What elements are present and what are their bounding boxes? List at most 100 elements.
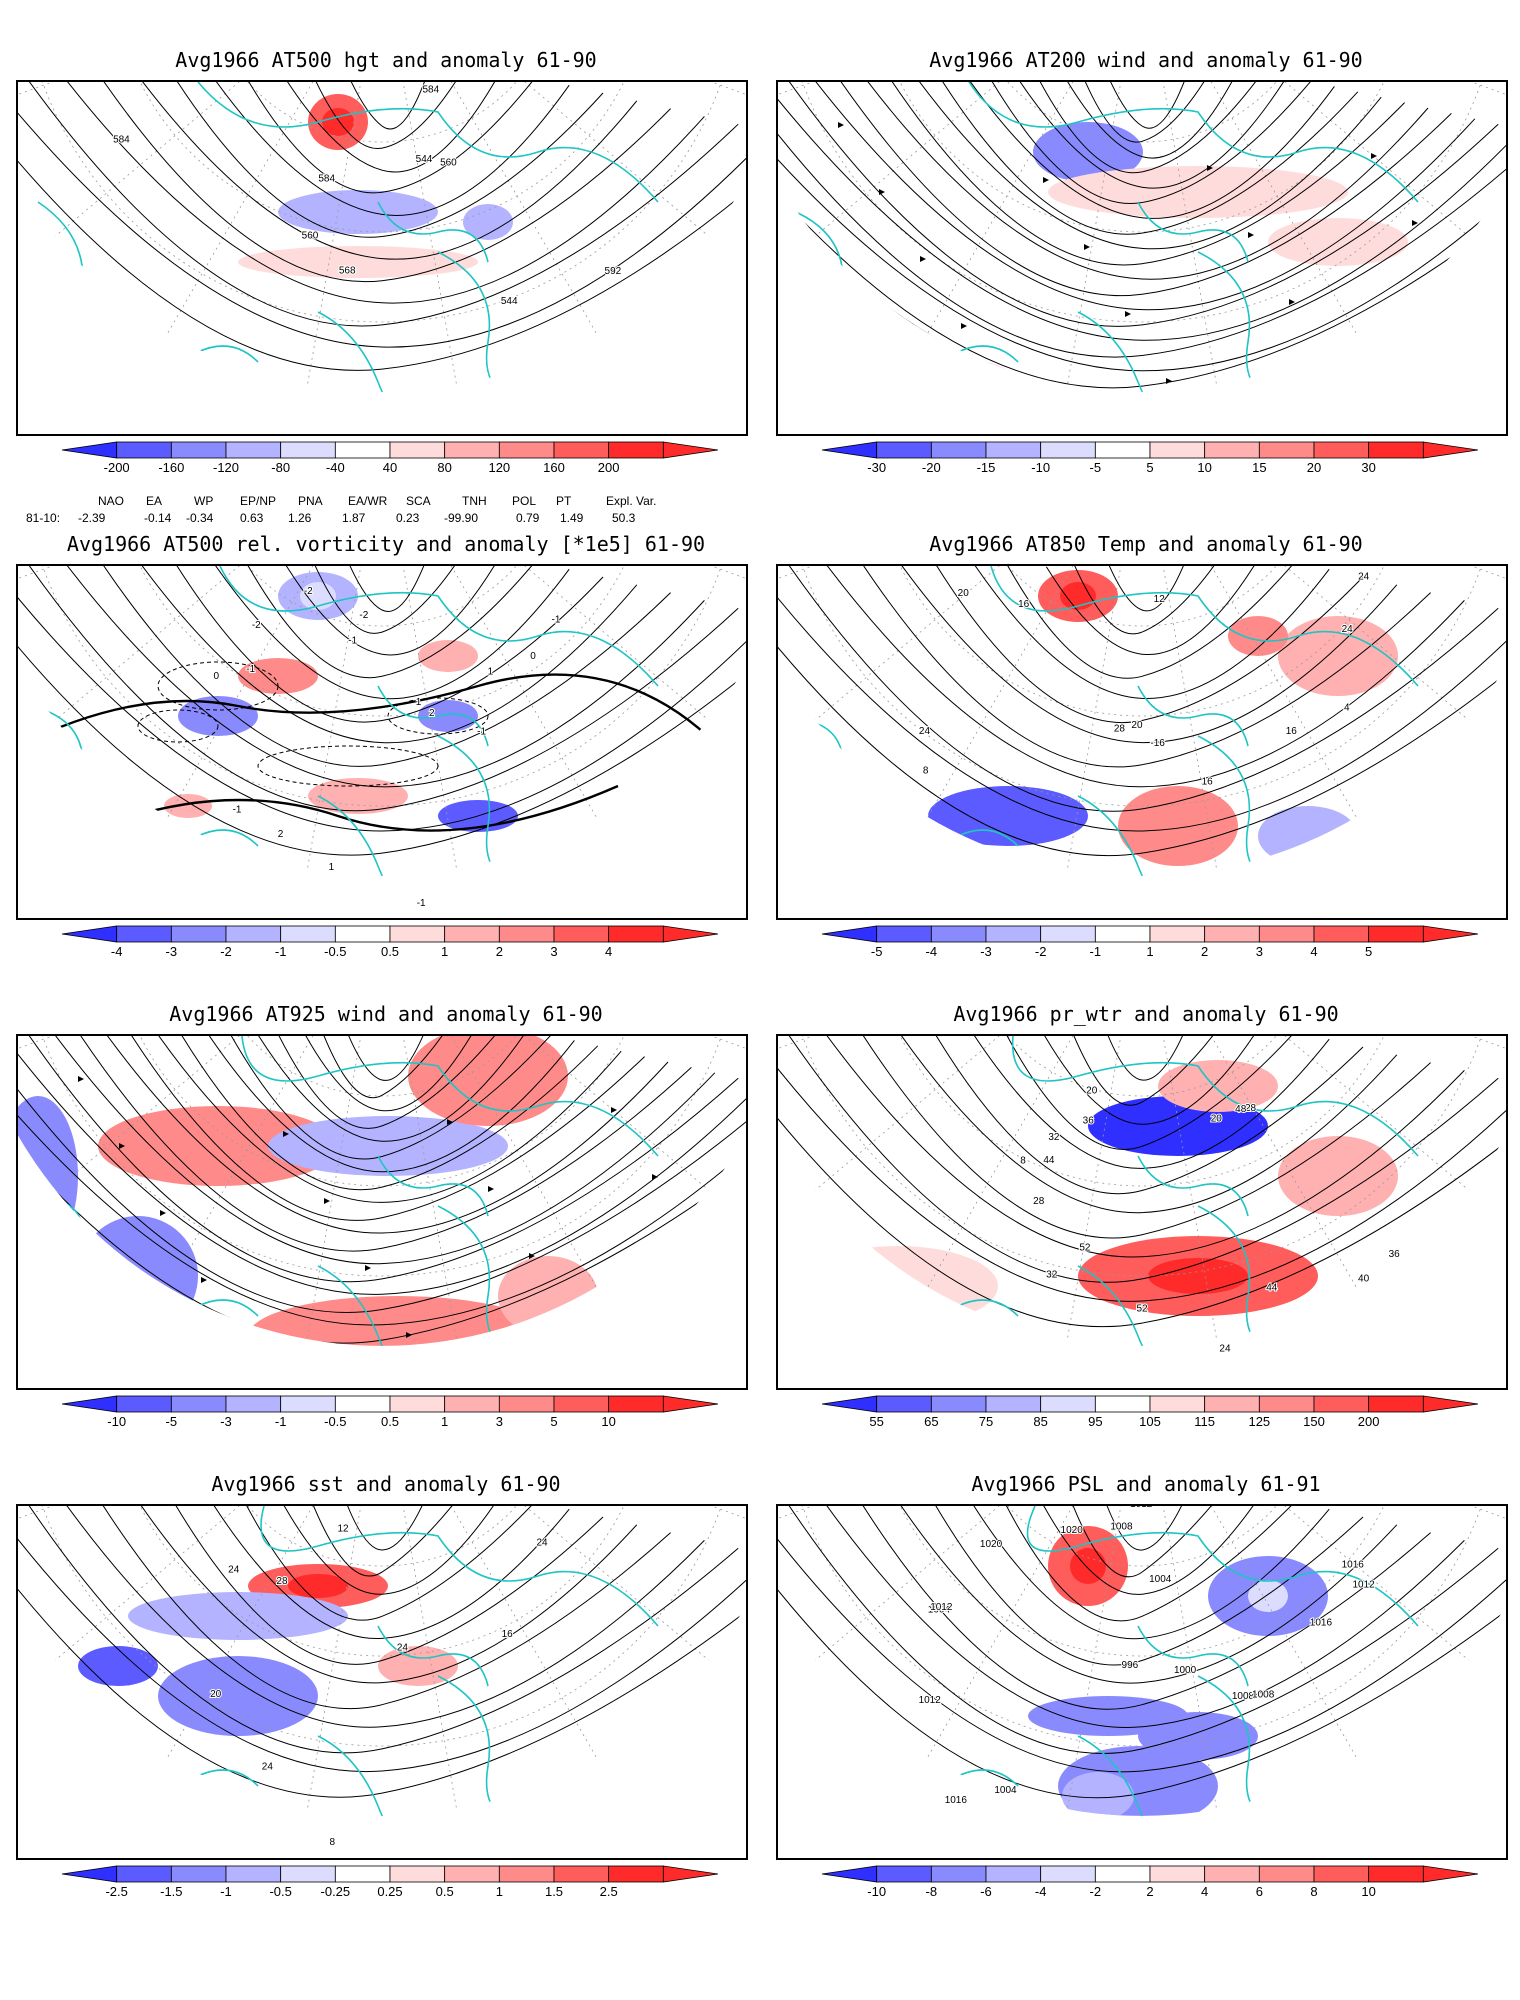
colorbar-tick-label: -6: [980, 1884, 992, 1899]
colorbar-tick-label: -3: [165, 944, 178, 959]
anomaly-shading: [1070, 1548, 1106, 1584]
index-value: -99.90: [444, 511, 479, 525]
index-value: 0.79: [516, 511, 540, 525]
contour-label: 24: [919, 726, 931, 737]
contour-label: 1: [329, 862, 335, 873]
index-header: NAO: [98, 494, 125, 508]
colorbar-tick-label: -5: [165, 1414, 178, 1429]
contour-label: -1: [348, 635, 357, 646]
colorbar-tick-label: 4: [605, 944, 613, 959]
colorbar-tick-label: 5: [1365, 944, 1373, 959]
contour-label: 584: [113, 135, 130, 146]
contour-label: -1: [417, 898, 426, 909]
anomaly-shading: [238, 246, 478, 278]
graticule: [18, 82, 746, 392]
map-plot: 24288121620282428242428: [16, 1504, 748, 1860]
colorbar-tick-label: -120: [212, 460, 240, 475]
index-header: SCA: [406, 494, 431, 508]
colorbar-tick-label: 160: [543, 460, 565, 475]
contour-label: 0: [1043, 566, 1049, 569]
index-value: -2.39: [78, 511, 106, 525]
contour-label: 1012: [919, 1695, 942, 1706]
colorbar-tick-label: 120: [488, 460, 511, 475]
colorbar-labels: -10 -5 -3 -1 -0.5 0.5 1 3 5 10: [62, 1414, 718, 1430]
contour-label: 20: [1086, 1086, 1098, 1097]
anomaly-shading: [498, 1256, 598, 1336]
colorbar-tick-label: -15: [976, 460, 996, 475]
colorbar-tick-label: -1: [274, 944, 287, 959]
colorbar-tick-label: -2: [1089, 1884, 1102, 1899]
anomaly-shading: [164, 794, 212, 818]
colorbar-tick-label: 8: [1310, 1884, 1318, 1899]
colorbar: [821, 1865, 1479, 1883]
colorbar-tick-label: -20: [921, 460, 941, 475]
colorbar-tick-label: 3: [495, 1414, 503, 1429]
colorbar-tick-label: -10: [107, 1414, 127, 1429]
anomaly-shading: [1228, 616, 1288, 656]
anomaly-shading: [268, 1116, 508, 1176]
colorbar-tick-label: 15: [1252, 460, 1267, 475]
colorbar-tick-label: -3: [980, 944, 992, 959]
contour-label: 24: [1342, 624, 1354, 635]
colorbar-tick-label: -5: [1089, 460, 1102, 475]
colorbar-tick-label: -2: [1034, 944, 1047, 959]
contour-label: -1: [246, 664, 255, 675]
anomaly-shading: [1062, 1772, 1134, 1816]
panel-prwtr: Avg1966 pr_wtr and anomaly 61-9081624202…: [776, 1000, 1516, 1520]
contour-label: 1004: [1149, 1574, 1172, 1585]
map-plot: [776, 80, 1508, 436]
colorbar: [61, 1865, 719, 1883]
teleconnection-index-table: NAO EA WP EP/NP PNA EA/WR SCA TNH POL PT Expl. Var…: [26, 494, 726, 528]
colorbar-tick-label: 0.5: [380, 1414, 400, 1429]
contour-label: 24: [262, 1762, 274, 1773]
contour-label: 12: [1154, 594, 1166, 605]
anomaly-shading: [278, 190, 438, 234]
colorbar-tick-label: 105: [1139, 1414, 1161, 1429]
index-header: PT: [556, 494, 572, 508]
contour-label: 36: [1083, 1116, 1095, 1127]
anomaly-shading: [418, 700, 478, 732]
colorbar-tick-label: -4: [110, 944, 123, 959]
colorbar-tick-label: 1.5: [544, 1884, 564, 1899]
anomaly-shading: [1148, 1258, 1248, 1294]
colorbar-tick-label: 200: [597, 460, 620, 475]
colorbar-tick-label: 65: [924, 1414, 939, 1429]
colorbar-tick-label: -0.5: [324, 1414, 347, 1429]
colorbar: [821, 1395, 1479, 1413]
contour-label: 0: [213, 671, 219, 682]
contour-label: 568: [339, 265, 356, 276]
colorbar-tick-label: -1: [274, 1414, 287, 1429]
contour-lines: [778, 566, 1506, 857]
panel-wind200: Avg1966 AT200 wind and anomaly 61-90 -30-…: [776, 0, 1516, 520]
colorbar-labels: -200 -160 -120 -80 -40 40 80 120 160 200: [62, 460, 718, 476]
index-value-row: 81-10: -2.39 -0.14 -0.34 0.63 1.26 1.87 0.23 -99…: [26, 511, 726, 528]
colorbar-tick-label: -200: [103, 460, 130, 475]
contour-label: 0: [530, 651, 536, 662]
anomaly-shading: [1268, 218, 1408, 266]
contour-lines: [778, 1506, 1506, 1799]
colorbar-tick-label: -10: [867, 1884, 887, 1899]
anomaly-shading: [778, 352, 1018, 392]
anomaly-shading: [158, 1656, 318, 1736]
contour-label: 28: [1114, 724, 1126, 735]
index-header: TNH: [462, 494, 487, 508]
colorbar-tick-label: -2.5: [105, 1884, 128, 1899]
colorbar-tick-label: 1: [495, 1884, 503, 1899]
contour-label: 28: [1245, 1103, 1257, 1114]
contour-label: -16: [1150, 738, 1165, 749]
colorbar-tick-label: -10: [1031, 460, 1051, 475]
colorbar-tick-label: -4: [925, 944, 938, 959]
colorbar-tick-label: 3: [1255, 944, 1263, 959]
contour-label: 16: [502, 1629, 514, 1640]
map-plot: [16, 1034, 748, 1390]
colorbar-tick-label: 80: [437, 460, 452, 475]
index-header: PNA: [298, 494, 323, 508]
index-header: WP: [194, 494, 214, 508]
index-value: -0.34: [186, 511, 214, 525]
contour-label: -2: [252, 620, 261, 631]
colorbar-tick-label: 200: [1357, 1414, 1380, 1429]
contour-label: 560: [440, 158, 457, 169]
contour-label: 1012: [930, 1602, 953, 1613]
contour-lines: [18, 82, 746, 371]
anomaly-shading: [238, 658, 318, 694]
